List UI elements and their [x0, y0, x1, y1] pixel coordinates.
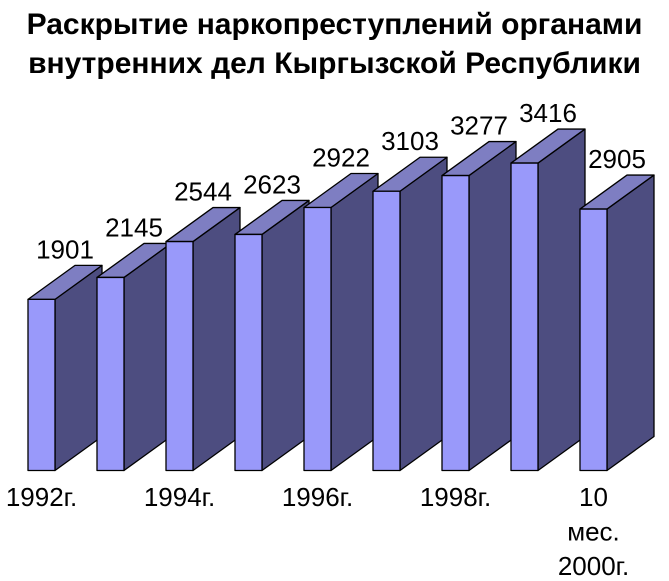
bar-front-face-4	[303, 206, 332, 472]
bar-group-7	[510, 128, 586, 472]
bar-value-label-7: 3416	[519, 98, 577, 128]
x-axis-tick-label-1: 1994г.	[144, 482, 215, 512]
x-axis-tick-label-4-line-2: 2000г.	[558, 551, 629, 581]
bar-value-label-3: 2623	[243, 169, 301, 199]
bar-group-6	[441, 140, 517, 472]
bar-group-5	[372, 156, 448, 472]
x-axis-tick-label-2-line-0: 1996г.	[282, 482, 353, 512]
x-axis-tick-label-0: 1992г.	[6, 482, 77, 512]
bar-group-3	[234, 199, 310, 472]
x-axis-tick-label-4-line-0: 10	[579, 482, 608, 512]
bar-front-face-2	[165, 240, 194, 472]
bar-front-face-8	[579, 208, 608, 472]
bar-value-label-4: 2922	[312, 143, 370, 173]
bar-front-face-0	[27, 298, 56, 472]
x-axis-tick-label-4-line-1: мес.	[567, 517, 620, 547]
x-axis-tick-label-0-line-0: 1992г.	[6, 482, 77, 512]
bar-front-face-6	[441, 174, 470, 472]
x-axis-tick-label-4: 10 мес. 2000г.	[558, 482, 629, 581]
bar-side-face-6	[468, 140, 517, 472]
bar-group-2	[165, 206, 241, 472]
bar-side-face-0	[54, 264, 103, 472]
bar-group-1	[96, 242, 172, 472]
x-axis-tick-label-1-line-0: 1994г.	[144, 482, 215, 512]
bar-side-face-3	[261, 199, 310, 472]
bar-group-4	[303, 172, 379, 472]
bar-side-face-2	[192, 206, 241, 472]
bar-group-8	[579, 174, 655, 472]
bar-side-face-1	[123, 242, 172, 472]
bar-value-label-8: 2905	[588, 144, 646, 174]
bar-value-label-6: 3277	[450, 111, 508, 141]
bar-front-face-7	[510, 162, 539, 472]
bar-side-face-5	[399, 156, 448, 472]
bar-side-face-7	[537, 128, 586, 472]
bar-front-face-5	[372, 190, 401, 472]
bar-value-label-0: 1901	[36, 234, 94, 264]
bar-side-face-8	[606, 174, 655, 472]
chart-title-line-1: Раскрытие наркопреступлений органами	[26, 8, 643, 41]
x-axis-tick-label-2: 1996г.	[282, 482, 353, 512]
bar-front-face-1	[96, 276, 125, 472]
x-axis-tick-label-3: 1998г.	[420, 482, 491, 512]
bar-front-face-3	[234, 233, 263, 472]
chart-title-line-2: внутренних дел Кыргызской Республики	[28, 47, 641, 80]
bar-value-label-2: 2544	[174, 177, 232, 207]
x-axis-tick-label-3-line-0: 1998г.	[420, 482, 491, 512]
bar-group-0	[27, 264, 103, 472]
bar-value-label-1: 2145	[105, 212, 163, 242]
bar-side-face-4	[330, 172, 379, 472]
chart-title: Раскрытие наркопреступлений органами вну…	[0, 5, 669, 83]
bar-value-label-5: 3103	[381, 126, 439, 156]
